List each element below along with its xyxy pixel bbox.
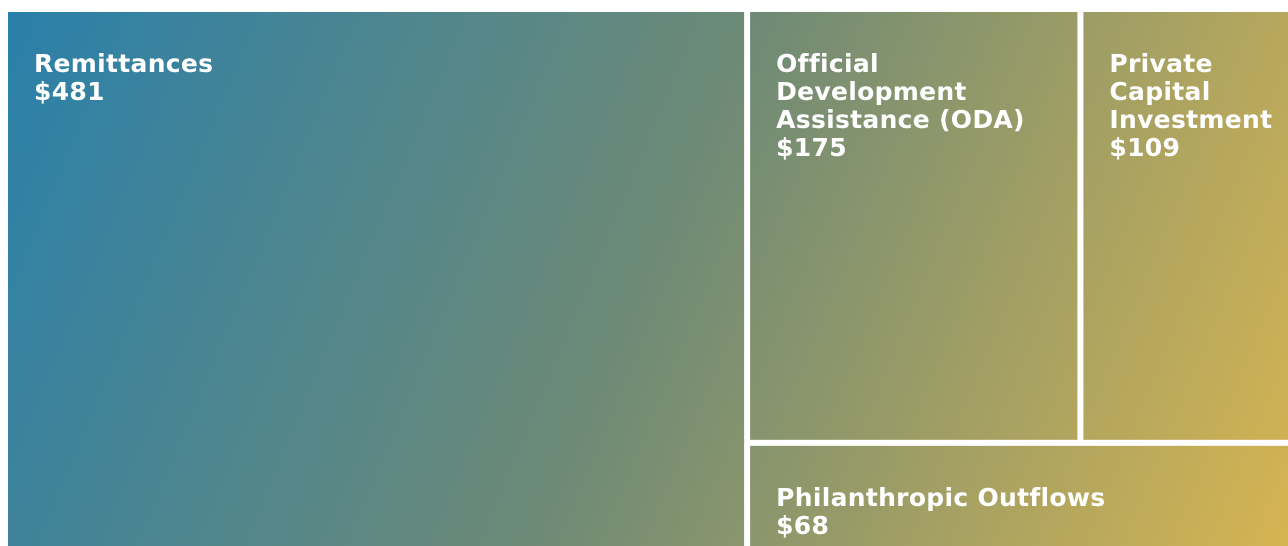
tile [1083,12,1288,440]
tile [750,12,1078,440]
tile [750,445,1288,546]
tile-name: Remittances [34,50,214,78]
tile-name: Philanthropic Outflows [776,483,1106,512]
tile-label-box: Official Development Assistance (ODA)$17… [776,50,1077,162]
tile-label-box: Private Capital Investment$109 [1109,50,1288,162]
tile-label: Remittances $481 [34,50,744,106]
tile-value: $481 [34,77,105,106]
tile-label: Official Development Assistance (ODA) $17… [776,50,1077,162]
tile-value: $175 [776,133,847,162]
tile-label: Philanthropic Outflows $68 [776,484,1288,540]
tile [8,12,745,546]
tile-value: $109 [1109,133,1181,162]
tile-label-box: Remittances$481 [34,50,744,106]
tile-value: $68 [776,510,830,540]
tile-label: Private Capital Investment $109 [1109,50,1288,162]
tile-name: Private Capital Investment [1109,50,1273,134]
tile-name: Official Development Assistance (ODA) [776,50,1025,134]
tile-label-box: Philanthropic Outflows$68 [776,484,1288,540]
